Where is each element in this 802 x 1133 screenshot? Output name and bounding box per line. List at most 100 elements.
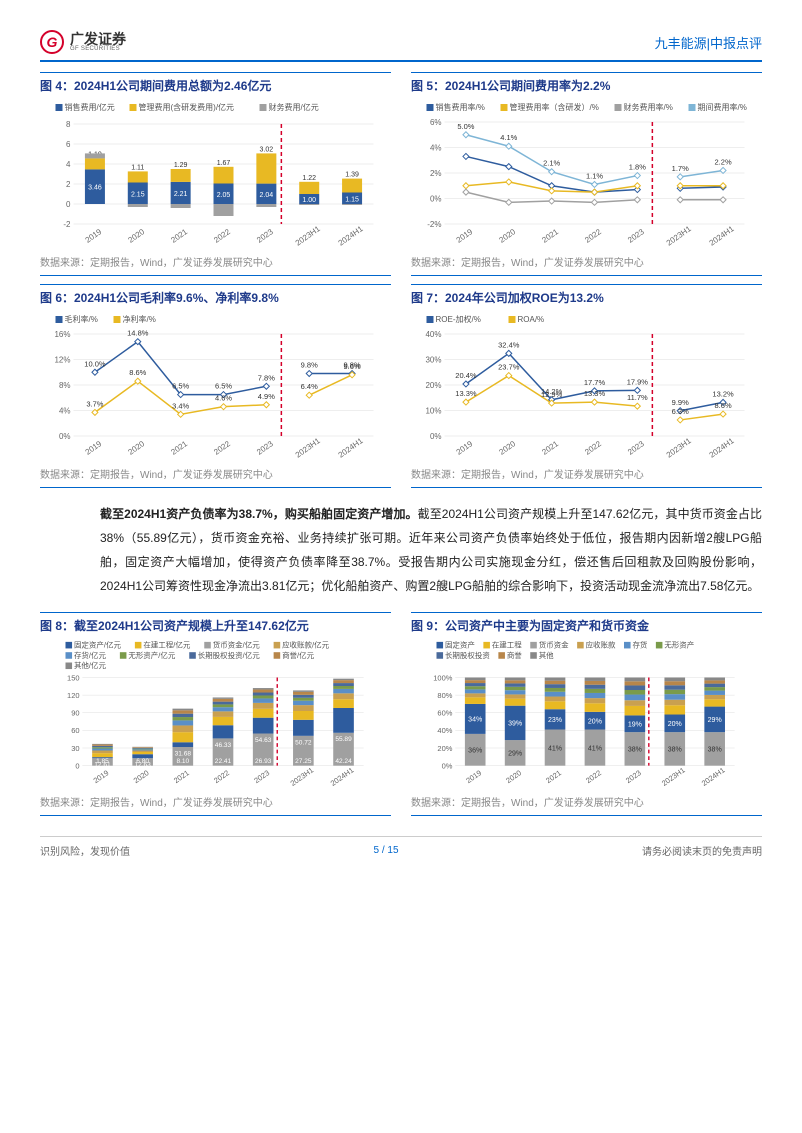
svg-text:1.29: 1.29 [174, 162, 188, 169]
svg-text:20%: 20% [668, 721, 682, 728]
fig5-panel: 图 5：2024H1公司期间费用率为2.2% 销售费用率/%管理费用率（含研发）… [411, 72, 762, 276]
svg-text:4.6%: 4.6% [215, 394, 232, 403]
svg-text:2.05: 2.05 [217, 192, 231, 199]
svg-text:9.6%: 9.6% [344, 362, 361, 371]
svg-text:54.63: 54.63 [255, 737, 272, 744]
svg-text:2021: 2021 [540, 439, 560, 457]
fig6-panel: 图 6：2024H1公司毛利率9.6%、净利率9.8% 毛利率/%净利率/%0%… [40, 284, 391, 488]
svg-text:2.15: 2.15 [131, 191, 145, 198]
svg-text:20%: 20% [588, 718, 602, 725]
svg-text:60: 60 [71, 726, 79, 735]
svg-text:2021: 2021 [172, 768, 191, 785]
svg-text:46.33: 46.33 [215, 742, 232, 749]
svg-text:2022: 2022 [584, 768, 603, 785]
svg-text:3.46: 3.46 [88, 185, 102, 192]
page-number: 5 / 15 [373, 845, 398, 856]
svg-text:固定资产: 固定资产 [445, 640, 475, 650]
svg-text:29%: 29% [708, 717, 722, 724]
fig6-source: 数据来源：定期报告，Wind，广发证券发展研究中心 [40, 466, 391, 488]
svg-text:12.9%: 12.9% [541, 390, 563, 399]
svg-text:39%: 39% [508, 721, 522, 728]
svg-text:1.8%: 1.8% [629, 163, 646, 172]
svg-text:2024H1: 2024H1 [337, 224, 366, 248]
svg-text:2023: 2023 [255, 439, 275, 457]
svg-text:2022: 2022 [212, 227, 232, 245]
svg-text:2020: 2020 [126, 227, 146, 245]
svg-text:150: 150 [67, 673, 80, 682]
svg-text:30%: 30% [425, 356, 441, 365]
svg-text:20%: 20% [425, 381, 441, 390]
svg-text:2020: 2020 [132, 768, 151, 785]
svg-text:1.15: 1.15 [345, 196, 359, 203]
svg-text:1.22: 1.22 [302, 175, 316, 182]
fig7-panel: 图 7：2024年公司加权ROE为13.2% ROE-加权/%ROA/%0%10… [411, 284, 762, 488]
svg-text:2023: 2023 [626, 227, 646, 245]
svg-text:2019: 2019 [464, 768, 483, 785]
fig9-title: 图 9：公司资产中主要为固定资产和货币资金 [411, 612, 762, 634]
logo: G 广发证券 GF SECURITIES [40, 30, 126, 54]
svg-text:2024H1: 2024H1 [700, 765, 727, 787]
svg-text:38%: 38% [628, 747, 642, 754]
fig4-chart: 销售费用/亿元管理费用(含研发费用)/亿元财务费用/亿元-20246820192… [40, 100, 391, 250]
svg-text:6.4%: 6.4% [301, 382, 318, 391]
fig9-chart: 固定资产在建工程货币资金应收账款存货无形资产长期股权投资商誉其他0%20%40%… [411, 640, 762, 790]
svg-text:销售费用率/%: 销售费用率/% [436, 102, 485, 112]
svg-text:无形资产/亿元: 无形资产/亿元 [128, 650, 176, 660]
svg-text:4: 4 [66, 160, 71, 169]
svg-text:2023: 2023 [252, 768, 271, 785]
svg-text:货币资金/亿元: 货币资金/亿元 [213, 640, 261, 650]
svg-text:应收账款: 应收账款 [586, 640, 616, 650]
svg-text:41%: 41% [588, 745, 602, 752]
logo-en: GF SECURITIES [70, 46, 126, 52]
svg-text:2023: 2023 [624, 768, 643, 785]
svg-text:3.4%: 3.4% [172, 401, 189, 410]
svg-text:2.1%: 2.1% [543, 159, 560, 168]
svg-text:2022: 2022 [583, 227, 603, 245]
body-paragraph: 截至2024H1资产负债率为38.7%，购买船舶固定资产增加。截至2024H1公… [100, 502, 762, 598]
svg-text:32.4%: 32.4% [498, 340, 520, 349]
svg-text:2022: 2022 [583, 439, 603, 457]
svg-text:9.8%: 9.8% [301, 361, 318, 370]
svg-text:3.02: 3.02 [260, 146, 274, 153]
svg-text:商誉: 商誉 [507, 650, 522, 660]
svg-text:2019: 2019 [92, 768, 111, 785]
svg-text:22.41: 22.41 [215, 758, 232, 765]
svg-text:90: 90 [71, 709, 79, 718]
svg-text:2019: 2019 [455, 439, 475, 457]
svg-text:2019: 2019 [84, 439, 104, 457]
fig5-chart: 销售费用率/%管理费用率（含研发）/%财务费用率/%期间费用率/%-2%0%2%… [411, 100, 762, 250]
svg-text:30: 30 [71, 744, 79, 753]
svg-text:2020: 2020 [126, 439, 146, 457]
svg-text:2019: 2019 [455, 227, 475, 245]
svg-text:36%: 36% [468, 748, 482, 755]
svg-text:-2: -2 [63, 220, 71, 229]
fig7-chart: ROE-加权/%ROA/%0%10%20%30%40%2019202020212… [411, 312, 762, 462]
svg-text:19%: 19% [628, 722, 642, 729]
svg-text:38%: 38% [708, 747, 722, 754]
svg-text:2.21: 2.21 [174, 191, 188, 198]
svg-text:13.2%: 13.2% [712, 389, 734, 398]
svg-text:6.80: 6.80 [136, 758, 149, 765]
svg-text:8%: 8% [59, 381, 71, 390]
svg-text:3.7%: 3.7% [86, 399, 103, 408]
fig4-title: 图 4：2024H1公司期间费用总额为2.46亿元 [40, 72, 391, 94]
svg-text:2021: 2021 [169, 227, 189, 245]
svg-text:55.89: 55.89 [335, 736, 352, 743]
svg-text:0: 0 [66, 200, 71, 209]
svg-text:1.85: 1.85 [96, 758, 109, 765]
svg-text:2%: 2% [430, 169, 442, 178]
footer-right: 请务必阅读末页的免责声明 [642, 843, 762, 858]
svg-text:14.8%: 14.8% [127, 329, 149, 338]
svg-text:20.4%: 20.4% [455, 371, 477, 380]
svg-text:1.00: 1.00 [302, 197, 316, 204]
svg-text:26.93: 26.93 [255, 758, 272, 765]
svg-text:2024H1: 2024H1 [708, 224, 737, 248]
svg-text:2.04: 2.04 [260, 192, 274, 199]
svg-text:ROE-加权/%: ROE-加权/% [436, 314, 481, 324]
svg-text:2023: 2023 [626, 439, 646, 457]
svg-text:17.9%: 17.9% [627, 377, 649, 386]
svg-text:长期股权投资: 长期股权投资 [445, 650, 490, 660]
svg-text:34%: 34% [468, 717, 482, 724]
svg-text:固定资产/亿元: 固定资产/亿元 [74, 640, 122, 650]
svg-text:2019: 2019 [84, 227, 104, 245]
